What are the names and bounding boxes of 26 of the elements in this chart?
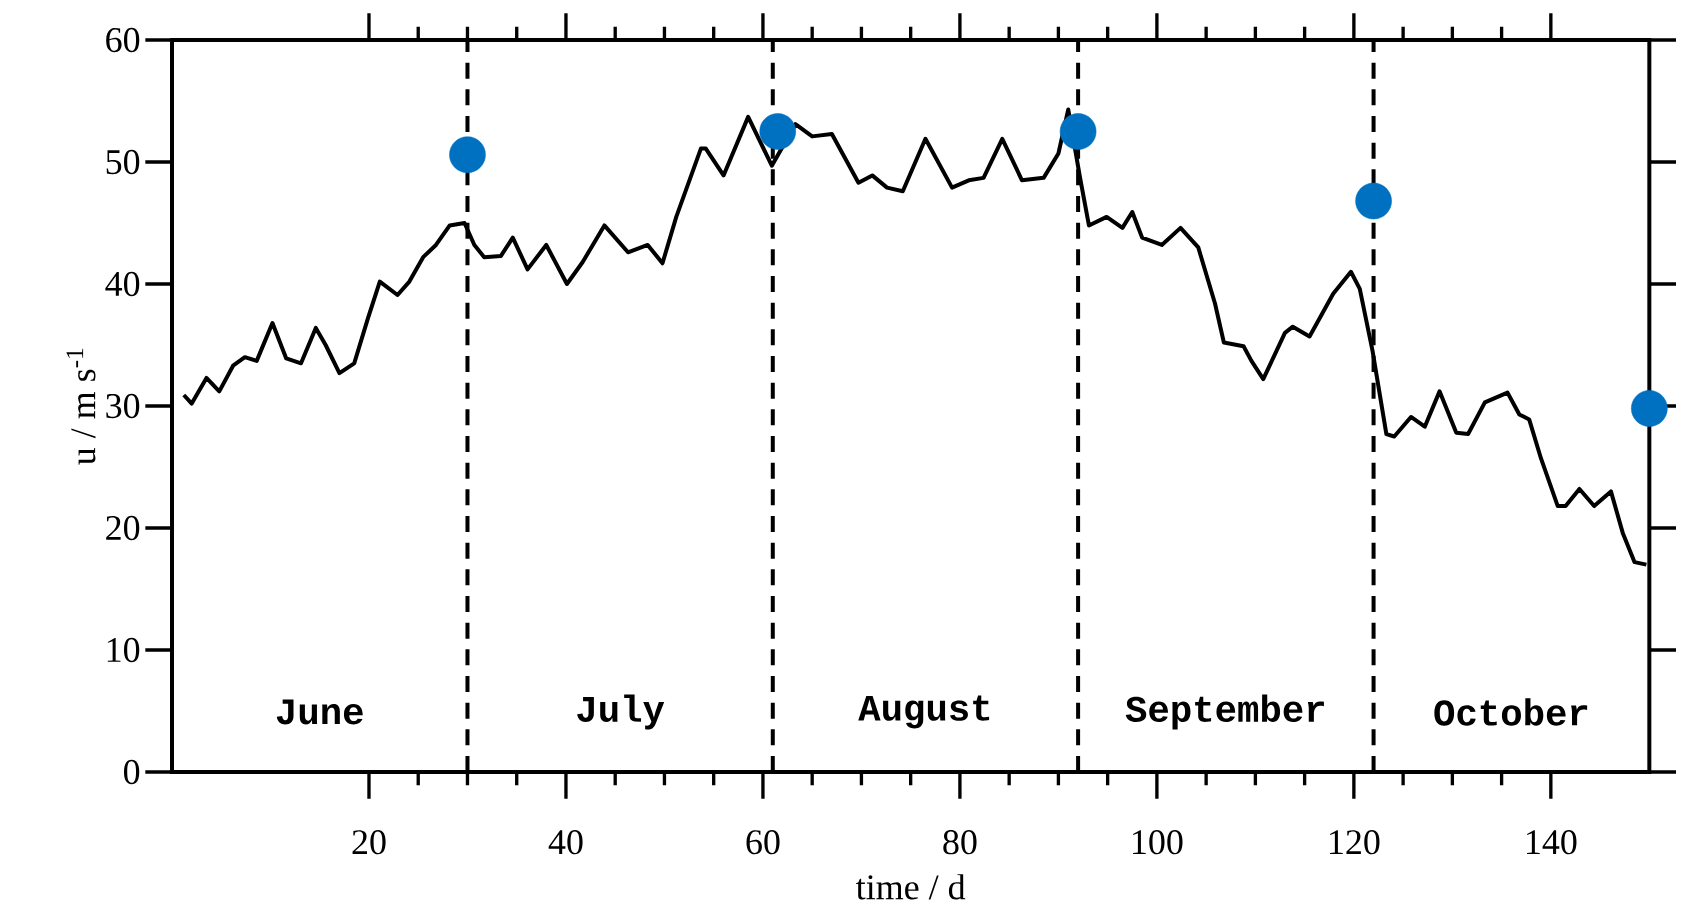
annotation: August [858,695,990,729]
x-tick-label: 120 [1330,830,1380,855]
x-tick-label: 60 [746,830,780,855]
annotation: October [1434,698,1588,726]
x-axis-title: time / d [856,874,966,900]
y-tick-label: 0 [124,759,140,785]
annotation: July [577,694,665,730]
y-axis-title: u / m s$^{-1}$ [66,348,96,465]
x-tick-label: 80 [943,830,977,855]
point [1631,390,1668,427]
y-tick-label: 50 [106,149,140,175]
point [1355,182,1392,220]
x-tick-label: 20 [352,830,386,855]
x-tick-label: 140 [1527,830,1577,855]
y-tick-label: 60 [106,27,140,53]
annotation: September [1125,694,1324,730]
point [1059,113,1097,150]
y-tick-label: 30 [106,393,140,419]
y-tick-label: 20 [106,515,140,541]
y-tick-label: 10 [107,637,140,663]
point [449,136,486,173]
x-tick-label: 40 [548,830,583,855]
y-tick-label: 40 [105,271,140,297]
x-tick-label: 100 [1133,830,1183,855]
annotation: June [276,699,363,725]
point [759,113,796,150]
